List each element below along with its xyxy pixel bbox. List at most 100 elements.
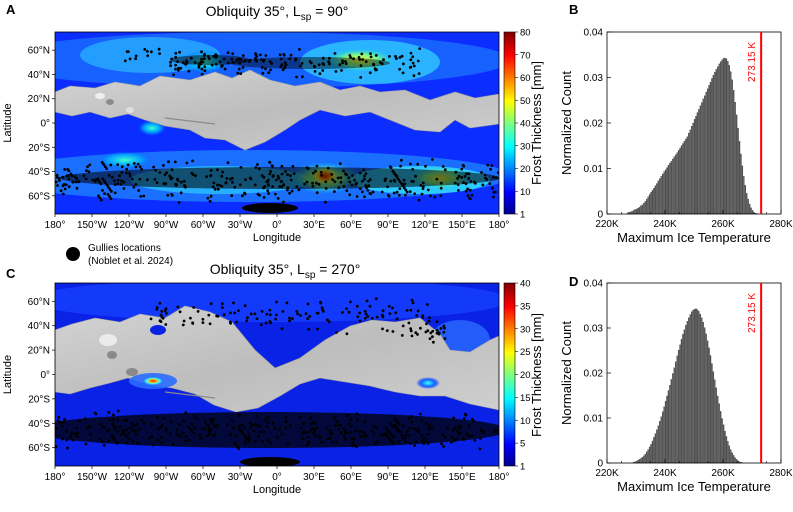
histogram-bar — [698, 109, 700, 215]
histogram-bar — [695, 308, 697, 464]
gully-location-dot — [109, 163, 113, 167]
gully-location-dot — [107, 411, 111, 414]
gully-location-dot — [178, 434, 182, 438]
gully-location-dot — [158, 52, 162, 55]
gully-location-dot — [163, 173, 167, 177]
gully-location-dot — [405, 190, 409, 194]
gully-location-dot — [386, 185, 389, 189]
gully-location-dot — [126, 432, 130, 435]
gully-location-dot — [159, 425, 162, 429]
gully-location-dot — [234, 434, 238, 438]
histogram-bar — [640, 205, 642, 215]
gully-location-dot — [244, 441, 247, 445]
gully-location-dot — [200, 67, 204, 71]
histogram-b: 273.15 K 220K 240K 260K 280K 0 0.01 0.02 0.03 0.0… — [559, 28, 793, 246]
colorbar-c-label: Frost Thickness [mm] — [529, 313, 544, 437]
histogram-bar — [708, 347, 710, 464]
histogram-bar — [727, 441, 729, 464]
gully-location-dot — [318, 72, 322, 76]
gully-location-dot — [178, 50, 182, 54]
gully-location-dot — [268, 60, 272, 63]
colorbar-tick-label: 50 — [520, 96, 531, 107]
gully-location-dot — [413, 192, 417, 196]
gully-location-dot — [126, 163, 130, 167]
gully-location-dot — [429, 194, 432, 198]
gully-location-dot — [246, 316, 249, 319]
histogram-bar — [737, 127, 739, 215]
gully-location-dot — [183, 184, 186, 187]
gully-location-dot — [256, 192, 260, 196]
gully-location-dot — [228, 177, 232, 181]
gully-location-dot — [100, 161, 104, 164]
gully-location-dot — [363, 177, 366, 181]
gully-location-dot — [461, 437, 465, 441]
gully-location-dot — [289, 178, 293, 182]
gully-location-dot — [275, 300, 278, 304]
map-x-tick-label: 150°W — [77, 220, 108, 231]
gully-location-dot — [289, 174, 292, 178]
gully-location-dot — [492, 195, 495, 199]
histogram-bar — [638, 207, 641, 215]
gully-location-dot — [418, 47, 422, 50]
gully-location-dot — [417, 72, 421, 75]
gully-location-dot — [435, 328, 439, 332]
gully-location-dot — [150, 422, 154, 426]
gully-location-dot — [413, 427, 416, 431]
map-y-tick-label: 0° — [40, 119, 50, 130]
histogram-x-tick-label: 220K — [595, 468, 619, 479]
gully-location-dot — [264, 54, 268, 57]
colorbar-c-gradient — [503, 282, 516, 467]
colorbar-a-gradient — [503, 31, 516, 215]
gully-location-dot — [334, 424, 337, 427]
gully-location-dot — [285, 301, 289, 305]
gully-location-dot — [478, 447, 482, 451]
gully-location-dot — [220, 174, 224, 178]
gully-location-dot — [306, 317, 310, 321]
gully-location-dot — [356, 315, 360, 319]
gully-location-dot — [389, 179, 393, 183]
gully-location-dot — [462, 164, 466, 168]
gully-location-dot — [209, 302, 213, 306]
histogram-bar — [721, 418, 723, 464]
histogram-bar — [659, 178, 661, 215]
map-x-tick-label: 60°W — [191, 220, 216, 231]
gully-location-dot — [63, 417, 66, 421]
gully-location-dot — [339, 180, 343, 184]
gully-location-dot — [139, 195, 143, 198]
histogram-bar — [673, 156, 675, 215]
gully-location-dot — [137, 427, 141, 431]
gully-location-dot — [55, 427, 58, 430]
gully-location-dot — [297, 188, 301, 192]
histogram-bar — [702, 98, 704, 215]
gully-location-dot — [320, 174, 323, 177]
gully-location-dot — [73, 175, 77, 179]
gully-location-dot — [157, 47, 161, 51]
colorbar-tick-label: 40 — [520, 119, 531, 130]
gully-location-dot — [409, 58, 413, 62]
gully-location-dot — [352, 57, 355, 61]
gully-location-dot — [334, 70, 338, 73]
gully-location-dot — [243, 304, 247, 308]
gully-location-dot — [443, 326, 446, 330]
gully-location-dot — [268, 160, 271, 164]
gully-location-dot — [184, 62, 188, 66]
gully-location-dot — [284, 426, 288, 430]
gully-location-dot — [231, 52, 235, 56]
gully-location-dot — [319, 170, 323, 174]
gully-location-dot — [369, 192, 373, 196]
gully-location-dot — [61, 192, 65, 196]
gully-location-dot — [467, 435, 471, 438]
gully-location-dot — [310, 428, 314, 431]
gully-location-dot — [331, 178, 334, 182]
gully-location-dot — [276, 435, 279, 439]
histogram-bar — [706, 340, 709, 464]
histogram-x-tick-label: 240K — [653, 219, 677, 230]
gully-location-dot — [109, 197, 113, 201]
gully-location-dot — [58, 421, 62, 424]
gully-location-dot — [216, 314, 220, 318]
gully-location-dot — [56, 184, 59, 187]
gully-location-dot — [83, 417, 87, 421]
gully-location-dot — [441, 432, 445, 436]
gully-location-dot — [206, 196, 210, 200]
gully-location-dot — [235, 58, 239, 62]
